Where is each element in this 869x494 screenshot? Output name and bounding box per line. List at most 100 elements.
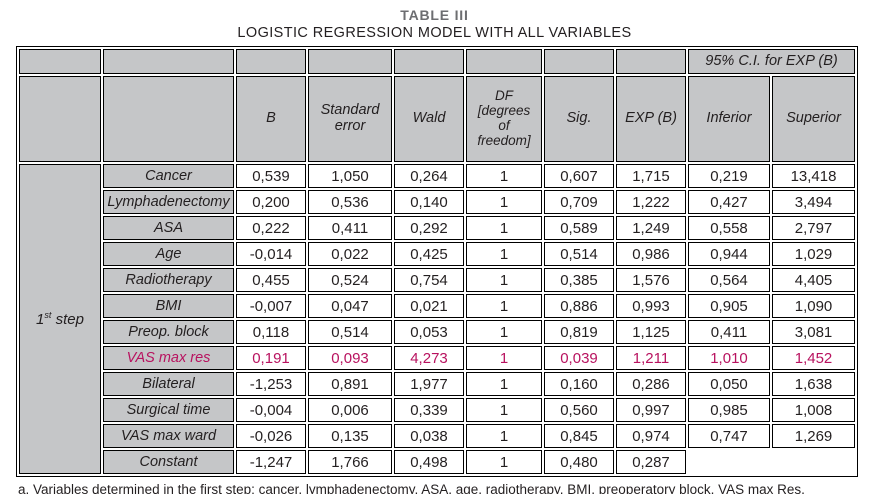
value-cell: 0,039 bbox=[544, 346, 614, 370]
value-cell: 0,047 bbox=[308, 294, 392, 318]
value-cell: 0,053 bbox=[394, 320, 464, 344]
value-cell: 4,405 bbox=[772, 268, 856, 292]
value-cell: 0,564 bbox=[688, 268, 770, 292]
value-cell: 0,514 bbox=[544, 242, 614, 266]
blank-header-cell bbox=[19, 49, 101, 74]
value-cell: 0,498 bbox=[394, 450, 464, 474]
value-cell: 0,997 bbox=[616, 398, 686, 422]
value-cell: 0,050 bbox=[688, 372, 770, 396]
col-header-df: DF [degrees of freedom] bbox=[466, 76, 542, 162]
value-cell: 0,425 bbox=[394, 242, 464, 266]
value-cell: 0,191 bbox=[236, 346, 306, 370]
table-row: VAS max ward -0,026 0,135 0,038 1 0,845 0,974 0… bbox=[19, 424, 856, 448]
regression-table: 95% C.I. for EXP (B) B Standard error Wa… bbox=[16, 46, 859, 477]
row-label: Surgical time bbox=[103, 398, 234, 422]
table-row: Surgical time -0,004 0,006 0,339 1 0,560 0,997… bbox=[19, 398, 856, 422]
column-header-row: B Standard error Wald DF [degrees of fre… bbox=[19, 76, 856, 162]
table-row: Radiotherapy 0,455 0,524 0,754 1 0,385 1,576 0,… bbox=[19, 268, 856, 292]
value-cell: 1 bbox=[466, 450, 542, 474]
value-cell: 0,524 bbox=[308, 268, 392, 292]
value-cell: -0,004 bbox=[236, 398, 306, 422]
value-cell: 1,125 bbox=[616, 320, 686, 344]
table-body: 1st step Cancer 0,539 1,050 0,264 1 0,607 1,715… bbox=[19, 164, 856, 474]
value-cell: 2,797 bbox=[772, 216, 856, 240]
value-cell: 0,286 bbox=[616, 372, 686, 396]
value-cell: 0,222 bbox=[236, 216, 306, 240]
table-row: ASA 0,222 0,411 0,292 1 0,589 1,249 0,558 2,797 bbox=[19, 216, 856, 240]
blank-header-cell bbox=[466, 49, 542, 74]
table-row: Age -0,014 0,022 0,425 1 0,514 0,986 0,944 1,029 bbox=[19, 242, 856, 266]
value-cell: 1,452 bbox=[772, 346, 856, 370]
value-cell: -0,014 bbox=[236, 242, 306, 266]
col-header-inferior: Inferior bbox=[688, 76, 770, 162]
value-cell: 0,539 bbox=[236, 164, 306, 188]
value-cell: -1,253 bbox=[236, 372, 306, 396]
row-label: Age bbox=[103, 242, 234, 266]
blank-header-cell bbox=[103, 49, 234, 74]
step-cell: 1st step bbox=[19, 164, 101, 474]
value-cell: -0,007 bbox=[236, 294, 306, 318]
value-cell: 3,081 bbox=[772, 320, 856, 344]
value-cell: 1,222 bbox=[616, 190, 686, 214]
value-cell: 1,010 bbox=[688, 346, 770, 370]
blank-header-cell bbox=[616, 49, 686, 74]
value-cell: 0,219 bbox=[688, 164, 770, 188]
col-header-superior: Superior bbox=[772, 76, 856, 162]
table-row: 1st step Cancer 0,539 1,050 0,264 1 0,607 1,715… bbox=[19, 164, 856, 474]
value-cell: 0,986 bbox=[616, 242, 686, 266]
value-cell: 0,819 bbox=[544, 320, 614, 344]
value-cell: 1,050 bbox=[308, 164, 392, 188]
value-cell: 1,766 bbox=[308, 450, 392, 474]
value-cell: 1,029 bbox=[772, 242, 856, 266]
value-cell: 0,022 bbox=[308, 242, 392, 266]
value-cell: 0,264 bbox=[394, 164, 464, 188]
row-label: Radiotherapy bbox=[103, 268, 234, 292]
col-header-standard-error: Standard error bbox=[308, 76, 392, 162]
row-label: VAS max res bbox=[103, 346, 234, 370]
value-cell: 0,140 bbox=[394, 190, 464, 214]
ci-header-row: 95% C.I. for EXP (B) bbox=[19, 49, 856, 74]
blank-header-cell bbox=[103, 76, 234, 162]
value-cell: 0,160 bbox=[544, 372, 614, 396]
value-cell: 0,709 bbox=[544, 190, 614, 214]
footnote: a. Variables determined in the first ste… bbox=[18, 482, 805, 494]
value-cell: 0,607 bbox=[544, 164, 614, 188]
row-label: Preop. block bbox=[103, 320, 234, 344]
table-row: BMI -0,007 0,047 0,021 1 0,886 0,993 0,905 1,090 bbox=[19, 294, 856, 318]
value-cell: 1 bbox=[466, 372, 542, 396]
value-cell: 0,536 bbox=[308, 190, 392, 214]
value-cell: 0,339 bbox=[394, 398, 464, 422]
value-cell: 4,273 bbox=[394, 346, 464, 370]
value-cell: 0,411 bbox=[688, 320, 770, 344]
row-label: Cancer bbox=[103, 164, 234, 188]
row-label: BMI bbox=[103, 294, 234, 318]
value-cell: -1,247 bbox=[236, 450, 306, 474]
value-cell: 1,090 bbox=[772, 294, 856, 318]
value-cell: 0,385 bbox=[544, 268, 614, 292]
col-header-wald: Wald bbox=[394, 76, 464, 162]
col-header-sig: Sig. bbox=[544, 76, 614, 162]
blank-header-cell bbox=[236, 49, 306, 74]
value-cell: 0,480 bbox=[544, 450, 614, 474]
value-cell: 1,977 bbox=[394, 372, 464, 396]
table-row: Constant -1,247 1,766 0,498 1 0,480 0,287 bbox=[19, 450, 856, 474]
row-label: Constant bbox=[103, 450, 234, 474]
value-cell: 0,891 bbox=[308, 372, 392, 396]
value-cell: 0,985 bbox=[688, 398, 770, 422]
value-cell: 1 bbox=[466, 424, 542, 448]
value-cell: 1,576 bbox=[616, 268, 686, 292]
value-cell: 0,455 bbox=[236, 268, 306, 292]
blank-header-cell bbox=[308, 49, 392, 74]
value-cell: 0,754 bbox=[394, 268, 464, 292]
value-cell: 1 bbox=[466, 164, 542, 188]
table-row: Lymphadenectomy 0,200 0,536 0,140 1 0,709 1,22… bbox=[19, 190, 856, 214]
col-header-exp-b: EXP (B) bbox=[616, 76, 686, 162]
value-cell: 1 bbox=[466, 346, 542, 370]
blank-header-cell bbox=[544, 49, 614, 74]
row-label: ASA bbox=[103, 216, 234, 240]
value-cell: 1,249 bbox=[616, 216, 686, 240]
value-cell: 0,589 bbox=[544, 216, 614, 240]
value-cell bbox=[688, 450, 770, 474]
value-cell: 3,494 bbox=[772, 190, 856, 214]
value-cell: 1,715 bbox=[616, 164, 686, 188]
